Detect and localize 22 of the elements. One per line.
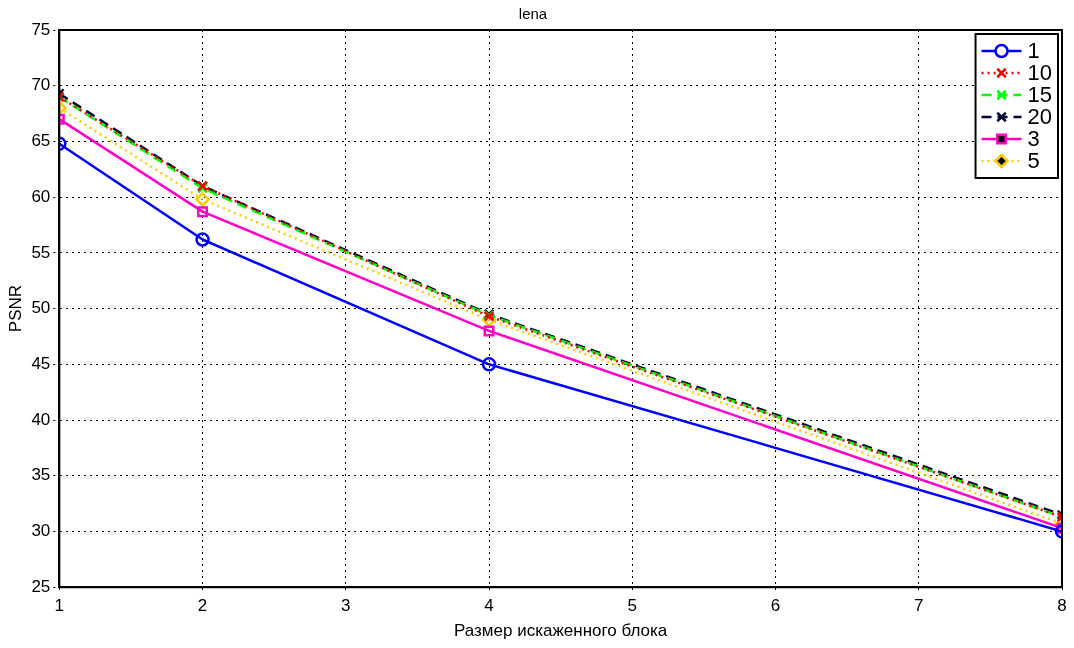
x-tick-label: 8	[1057, 596, 1067, 616]
x-tick-label: 3	[341, 596, 351, 616]
y-tick-label: 60	[31, 186, 51, 206]
x-axis-title: Размер искаженного блока	[454, 621, 668, 641]
y-tick-label: 45	[31, 354, 51, 374]
y-tick-label: 25	[31, 576, 51, 596]
chart-title: lena	[518, 5, 548, 23]
y-tick-label: 30	[31, 521, 51, 541]
x-tick-label: 7	[914, 596, 924, 616]
x-tick-label: 4	[484, 596, 494, 616]
y-tick-label: 65	[31, 131, 51, 151]
x-tick-label: 1	[54, 596, 65, 616]
y-tick-label: 55	[31, 242, 51, 262]
y-tick-label: 40	[31, 409, 51, 429]
y-axis-title: PSNR	[5, 284, 25, 333]
x-tick-label: 2	[197, 596, 208, 616]
y-tick-label: 35	[31, 465, 51, 485]
y-tick-label: 70	[31, 75, 51, 95]
x-tick-label: 5	[627, 596, 638, 616]
x-tick-label: 6	[770, 596, 781, 616]
y-tick-label: 50	[31, 298, 51, 318]
y-tick-label: 75	[31, 19, 51, 39]
